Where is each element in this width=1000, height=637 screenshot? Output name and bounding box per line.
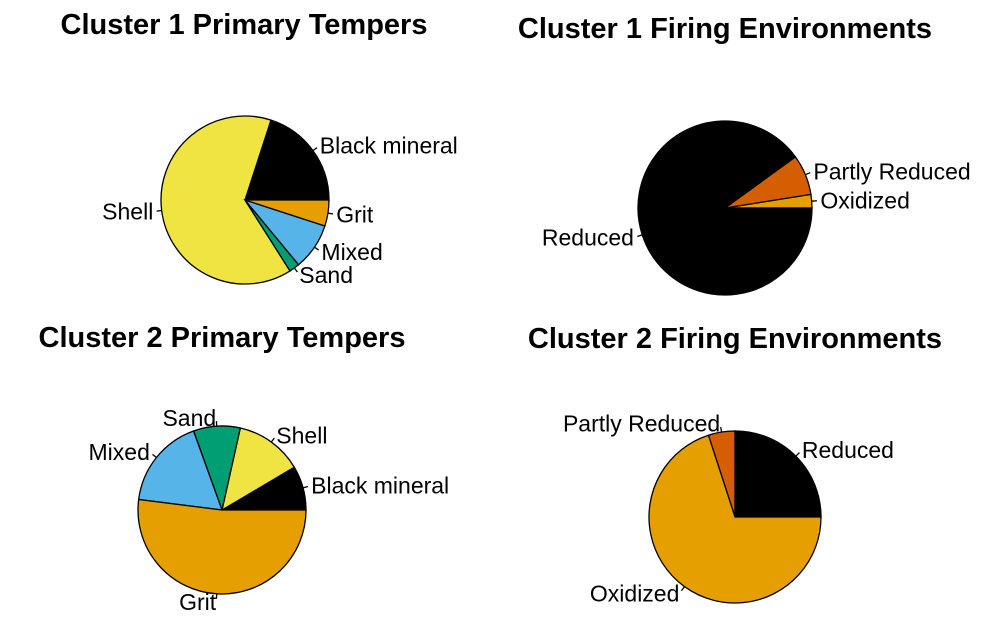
slice-label: Black mineral [320,133,458,159]
slice-label: Mixed [89,439,150,465]
label-leader [302,485,309,489]
label-leader [156,209,162,212]
slice-label: Shell [102,199,153,225]
slice-label: Mixed [321,239,382,265]
slice-label: Shell [276,422,327,448]
pie-4: Reduced Partly Reduced Oxidized [563,411,894,607]
label-leader [293,267,298,273]
chart-title: Cluster 2 Primary Tempers [39,322,406,354]
pie-slice-mixed [137,430,223,511]
label-leader [680,586,685,592]
slice-label: Grit [179,589,217,615]
label-leader [314,246,320,251]
pie-2: Oxidized Partly Reduced Reduced [542,120,971,296]
slice-label: Partly Reduced [563,411,720,437]
pie-slice-shell [160,115,291,285]
slice-label: Oxidized [820,187,909,213]
pie-slice-reduced [637,120,813,296]
slice-label: Black mineral [311,473,449,499]
slice-label: Grit [336,201,374,227]
slice-label: Sand [299,262,353,288]
pie-slice-grit [137,498,307,595]
label-leader [795,452,800,457]
pie-charts: Black mineralShellSandMixedGritOxidizedP… [89,115,971,615]
chart-title: Cluster 1 Primary Tempers [61,9,428,41]
pie-slice-oxidized [648,434,822,604]
label-leader [327,212,334,215]
label-leader [720,426,723,433]
chart-title: Cluster 2 Firing Environments [528,323,942,355]
slice-label: Oxidized [590,581,679,607]
label-leader [805,172,811,176]
slice-label: Partly Reduced [813,158,970,184]
slice-label: Sand [162,405,216,431]
label-leader [637,234,643,238]
pie-slice-shell [221,427,296,512]
label-leader [152,453,157,458]
pie-3: Black mineral Shell Sand Mixed Grit [89,405,450,615]
label-leader [312,147,318,152]
chart-title: Cluster 1 Firing Environments [518,13,932,45]
label-leader [270,437,275,443]
slice-label: Reduced [802,437,894,463]
slice-label: Reduced [542,225,634,251]
